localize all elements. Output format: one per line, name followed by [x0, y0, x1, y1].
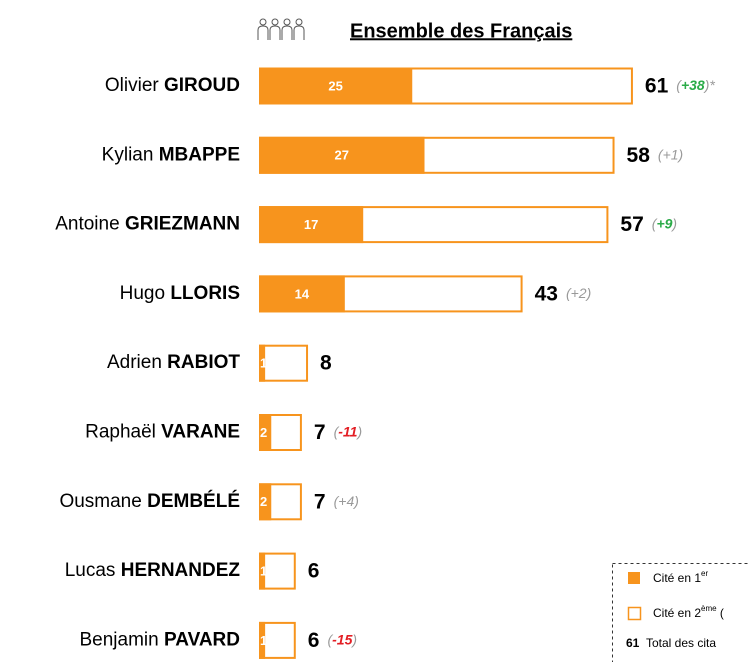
legend-text: Cité en 2 [653, 606, 701, 620]
change-label: (-11) [334, 423, 363, 439]
legend-sup: er [701, 569, 708, 578]
bar-value-label: 1 [260, 633, 267, 648]
category-label: Lucas HERNANDEZ [65, 560, 241, 581]
change-value: -11 [338, 423, 357, 439]
change-value: +1 [663, 146, 679, 162]
first-name: Ousmane [59, 491, 141, 512]
total-label: 57 [620, 213, 643, 236]
category-label: Raphaël VARANE [85, 422, 240, 443]
change-label: (+4) [334, 493, 359, 509]
last-name: RABIOT [167, 352, 240, 373]
category-label: Kylian MBAPPE [102, 144, 240, 165]
last-name: LLORIS [170, 283, 240, 304]
change-open: ( [334, 423, 340, 439]
bar-value-label: 2 [260, 425, 267, 440]
change-close: ) [350, 631, 357, 647]
bar-value-label: 1 [260, 564, 267, 579]
total-label: 7 [314, 421, 326, 444]
legend-swatch [627, 606, 642, 621]
first-name: Raphaël [85, 422, 156, 443]
first-bar [259, 67, 413, 105]
first-bar [259, 344, 266, 382]
legend-label: Total des cita [646, 636, 716, 650]
first-name: Kylian [102, 144, 154, 165]
legend-rest: ( [717, 606, 724, 620]
change-open: ( [676, 77, 682, 93]
last-name: MBAPPE [159, 144, 240, 165]
change-value: -15 [332, 631, 352, 647]
total-label: 6 [308, 560, 320, 583]
category-label: Olivier GIROUD [105, 75, 240, 96]
change-label: (+2) [566, 285, 591, 301]
last-name: HERNANDEZ [121, 560, 241, 581]
change-value: +9 [656, 215, 672, 231]
legend-text: Cité en 1 [653, 571, 701, 585]
category-label: Hugo LLORIS [120, 283, 240, 304]
first-name: Antoine [55, 214, 119, 235]
category-label: Benjamin PAVARD [80, 629, 241, 650]
legend-label: Cité en 1er [653, 569, 708, 585]
first-bar [259, 136, 425, 174]
total-label: 6 [308, 629, 320, 652]
change-open: ( [327, 631, 333, 647]
first-bar [259, 483, 272, 521]
legend-swatch [628, 572, 640, 584]
total-bar [259, 621, 296, 659]
change-close: ) [355, 423, 362, 439]
category-label: Adrien RABIOT [107, 352, 240, 373]
total-label: 7 [314, 490, 326, 513]
legend-total-example: 61 [626, 636, 640, 650]
first-name: Lucas [65, 560, 116, 581]
change-open: ( [566, 285, 572, 301]
bar-value-label: 25 [328, 78, 342, 93]
last-name: DEMBÉLÉ [147, 490, 240, 512]
first-name: Hugo [120, 283, 165, 304]
change-close: ) [677, 146, 684, 162]
last-name: VARANE [161, 422, 240, 443]
first-bar [259, 552, 266, 590]
change-value: +2 [571, 285, 587, 301]
bar-value-label: 27 [335, 148, 349, 163]
category-label: Ousmane DEMBÉLÉ [59, 490, 240, 512]
first-bar [259, 275, 345, 313]
bar-value-label: 2 [260, 494, 267, 509]
change-open: ( [652, 215, 658, 231]
change-value: +4 [338, 493, 354, 509]
change-close: ) [352, 493, 359, 509]
change-value: +38 [681, 77, 705, 93]
people-icon [257, 18, 305, 40]
change-label: (+38)* [676, 77, 715, 93]
change-label: (-15) [327, 631, 357, 647]
category-label: Antoine GRIEZMANN [55, 214, 240, 235]
last-name: GRIEZMANN [125, 214, 240, 235]
change-close: ) [585, 285, 592, 301]
bar-value-label: 14 [295, 286, 310, 301]
first-name: Olivier [105, 75, 160, 96]
total-label: 61 [645, 75, 669, 98]
change-label: (+1) [658, 146, 683, 162]
bar-value-label: 17 [304, 217, 318, 232]
first-bar [259, 206, 364, 244]
legend-label: Cité en 2ème ( [653, 604, 724, 620]
total-label: 8 [320, 352, 332, 375]
first-bar [259, 621, 266, 659]
total-bar [259, 344, 309, 382]
legend-sup: ème [701, 604, 717, 613]
last-name: PAVARD [164, 629, 240, 650]
change-close: )* [703, 77, 716, 93]
change-label: (+9) [652, 215, 677, 231]
change-open: ( [334, 493, 340, 509]
total-label: 58 [627, 144, 651, 167]
first-name: Adrien [107, 352, 162, 373]
first-bar [259, 414, 272, 451]
total-label: 43 [535, 282, 558, 305]
last-name: GIROUD [164, 75, 240, 96]
chart-title: Ensemble des Français [350, 20, 572, 42]
change-open: ( [658, 146, 664, 162]
bar-value-label: 1 [260, 356, 267, 371]
change-close: ) [670, 215, 677, 231]
first-name: Benjamin [80, 629, 159, 650]
